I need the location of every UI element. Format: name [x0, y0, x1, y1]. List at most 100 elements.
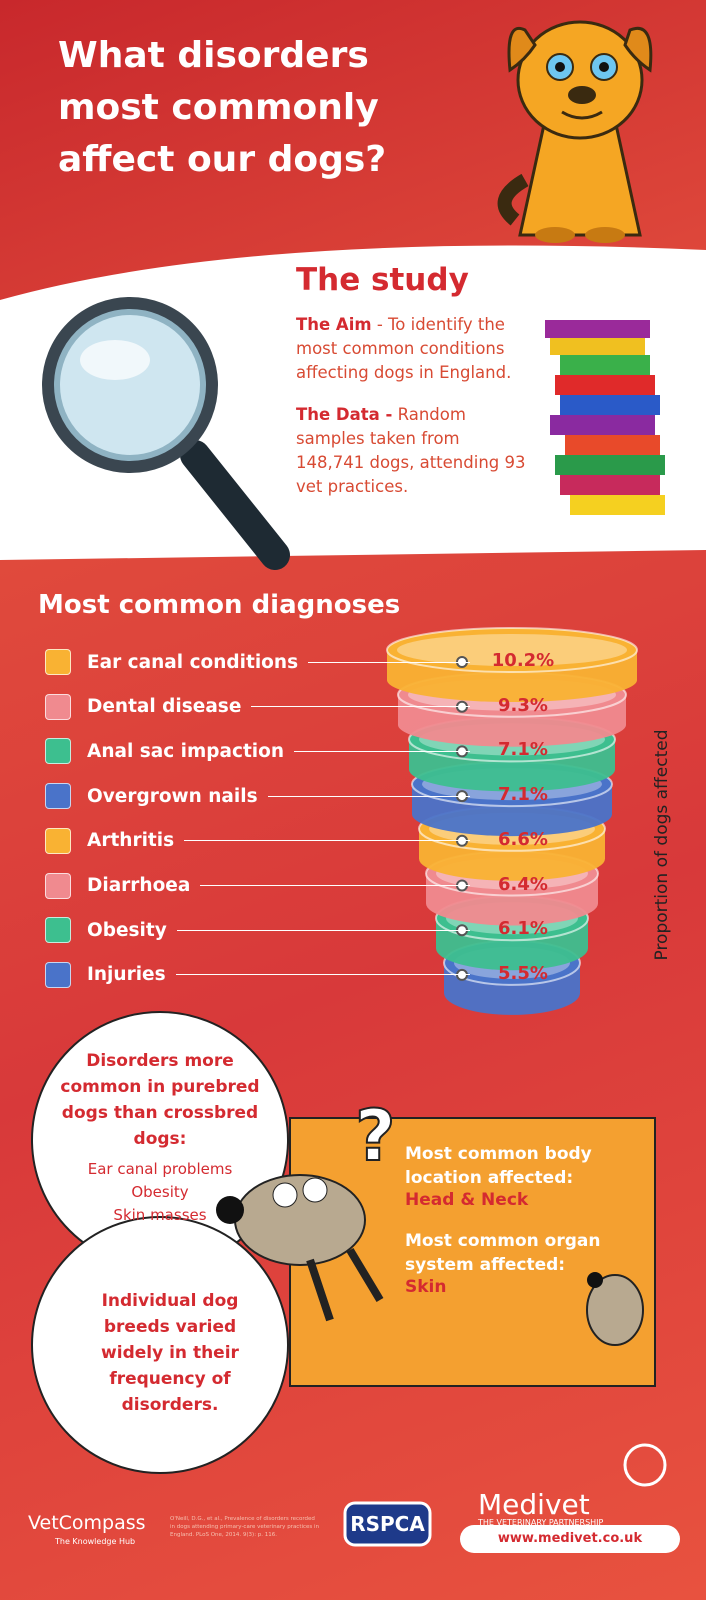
- shape: [555, 375, 655, 395]
- diagnosis-row: Arthritis: [45, 827, 470, 854]
- shape: [60, 315, 200, 455]
- purebred-item: Skin masses: [113, 1206, 207, 1224]
- vetcompass-sub: The Knowledge Hub: [55, 1537, 136, 1546]
- shape: [80, 340, 150, 380]
- shape: [550, 415, 655, 435]
- medivet-sub: THE VETERINARY PARTNERSHIP: [478, 1518, 604, 1527]
- shape: [497, 173, 529, 226]
- shape: [599, 62, 609, 72]
- shape: [565, 435, 660, 455]
- ring: [386, 627, 638, 702]
- shape: [560, 395, 660, 415]
- shape: [560, 355, 650, 375]
- organ-value: Skin: [405, 1277, 447, 1297]
- citation: O'Neill, D.G., et al., Prevalence of dis…: [170, 1516, 320, 1538]
- shape: [180, 440, 290, 570]
- shape: [272, 1182, 298, 1208]
- question-mark: ?: [355, 1095, 396, 1177]
- diagnosis-row: Ear canal conditions: [45, 649, 470, 675]
- shape: [535, 227, 575, 243]
- diagnosis-percent: 7.1%: [498, 739, 548, 761]
- purebred-item: Obesity: [131, 1183, 189, 1201]
- shape: [302, 1177, 328, 1203]
- rspca-badge: [343, 1501, 432, 1547]
- leader-line: [294, 750, 470, 752]
- aim: The Aim - To identify the most common co…: [296, 313, 531, 385]
- books-icon: [545, 320, 665, 515]
- leader-line: [184, 840, 470, 842]
- data: The Data - Random samples taken from 148…: [296, 403, 531, 499]
- aim-text: - To identify the most common conditions…: [296, 315, 512, 382]
- shape: [570, 495, 665, 515]
- url-pill: [460, 1525, 680, 1553]
- organ-system: Most common organ system affected: Skin: [405, 1229, 605, 1297]
- diagnosis-percent: 9.3%: [498, 694, 548, 716]
- diagnosis-name: Dental disease: [87, 696, 242, 718]
- shape: [555, 62, 565, 72]
- shape: [555, 455, 665, 475]
- leader-line: [175, 974, 470, 976]
- diagnosis-percent: 6.6%: [498, 828, 548, 850]
- diagnosis-row: Dental disease: [45, 693, 470, 720]
- shape: [586, 1274, 644, 1346]
- color-swatch: [45, 961, 71, 988]
- body-value: Head & Neck: [405, 1190, 529, 1210]
- diagnosis-row: Injuries: [45, 961, 470, 988]
- color-swatch: [45, 738, 71, 765]
- shape: [585, 227, 625, 243]
- breeds-text: Individual dog breeds varied widely in t…: [101, 1291, 239, 1415]
- small-dog: [586, 1272, 644, 1346]
- diagnosis-name: Overgrown nails: [87, 785, 258, 807]
- diagnosis-percent: 6.4%: [498, 873, 548, 895]
- leader-line: [308, 661, 470, 663]
- shape: [516, 20, 644, 140]
- rspca-text: RSPCA: [350, 1512, 425, 1536]
- aim-label: The Aim: [296, 315, 372, 334]
- color-swatch: [45, 872, 71, 899]
- diagnosis-name: Obesity: [87, 919, 167, 941]
- shape: [561, 110, 603, 120]
- diagnosis-percent: 7.1%: [498, 784, 548, 806]
- shape: [216, 1196, 244, 1224]
- medivet-logo: [623, 1443, 667, 1487]
- purebred-list: Ear canal problems Obesity Skin masses: [60, 1158, 260, 1227]
- study-heading: The study: [296, 262, 469, 298]
- shape: [623, 27, 653, 73]
- axis-label: Proportion of dogs affected: [652, 729, 672, 961]
- shape: [560, 475, 660, 495]
- color-swatch: [45, 783, 71, 810]
- purebred-heading: Disorders more common in purebred dogs t…: [60, 1051, 260, 1149]
- diagnosis-name: Ear canal conditions: [87, 651, 299, 673]
- funnel: [386, 627, 638, 1015]
- diagnoses-heading: Most common diagnoses: [38, 590, 401, 620]
- leader-line: [251, 706, 470, 708]
- color-swatch: [45, 917, 71, 944]
- diagnosis-percent: 5.5%: [498, 962, 548, 984]
- diagnosis-name: Arthritis: [87, 830, 175, 852]
- dog-illustration: [497, 20, 653, 243]
- ring-top: [386, 627, 638, 673]
- leader-line: [200, 885, 470, 886]
- purebred-item: Ear canal problems: [87, 1160, 233, 1178]
- diagnosis-percent: 10.2%: [491, 650, 555, 671]
- shape: [587, 1272, 603, 1288]
- url: www.medivet.co.uk: [497, 1531, 643, 1546]
- magnifier-icon: [42, 297, 290, 570]
- body-heading: Most common body location affected:: [405, 1144, 592, 1188]
- diagnosis-row: Obesity: [45, 917, 470, 944]
- leader-line: [176, 929, 470, 931]
- diagnosis-row: Diarrhoea: [45, 872, 470, 899]
- color-swatch: [45, 649, 71, 675]
- vetcompass-logo: VetCompass: [28, 1512, 146, 1534]
- color-swatch: [45, 827, 71, 854]
- shape: [568, 86, 596, 104]
- organ-heading: Most common organ system affected:: [405, 1231, 601, 1275]
- shape: [550, 338, 645, 355]
- confused-dog: ?: [216, 1094, 397, 1322]
- ring-inner: [397, 634, 627, 666]
- data-label: The Data -: [296, 405, 393, 424]
- leader-line: [267, 795, 470, 797]
- title: What disorders most commonly affect our …: [58, 35, 387, 180]
